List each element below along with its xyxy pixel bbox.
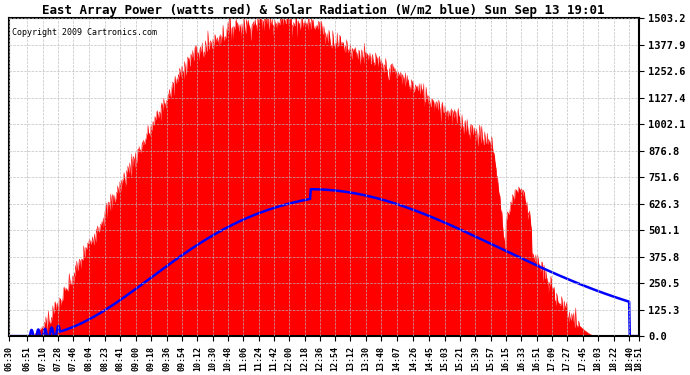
Title: East Array Power (watts red) & Solar Radiation (W/m2 blue) Sun Sep 13 19:01: East Array Power (watts red) & Solar Rad… xyxy=(42,4,605,17)
Text: Copyright 2009 Cartronics.com: Copyright 2009 Cartronics.com xyxy=(12,28,157,37)
